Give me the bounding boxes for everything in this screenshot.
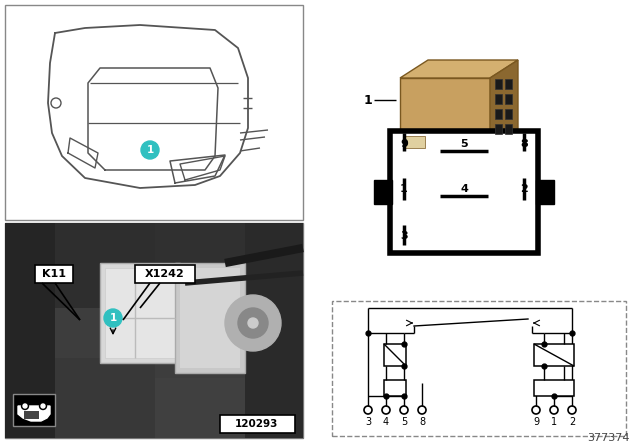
Bar xyxy=(505,94,512,104)
Bar xyxy=(245,223,303,438)
Text: 120293: 120293 xyxy=(236,419,278,429)
Bar xyxy=(155,223,245,278)
Text: 4: 4 xyxy=(383,417,389,427)
Circle shape xyxy=(23,404,27,408)
Text: 3: 3 xyxy=(400,231,408,241)
Circle shape xyxy=(238,308,268,338)
Bar xyxy=(405,136,425,148)
Text: 5: 5 xyxy=(460,139,468,149)
Circle shape xyxy=(248,318,258,328)
Bar xyxy=(175,263,245,373)
Bar xyxy=(220,415,295,433)
Polygon shape xyxy=(18,406,50,421)
Text: 2: 2 xyxy=(569,417,575,427)
Circle shape xyxy=(41,404,45,408)
Bar xyxy=(100,263,180,363)
Bar xyxy=(495,109,502,119)
Bar xyxy=(5,5,303,220)
Bar xyxy=(155,378,245,438)
Bar xyxy=(5,223,55,438)
Text: 9: 9 xyxy=(400,139,408,149)
Polygon shape xyxy=(490,60,518,153)
Bar xyxy=(495,124,502,134)
Bar xyxy=(505,124,512,134)
Bar xyxy=(495,79,502,89)
Text: 1: 1 xyxy=(400,184,408,194)
Bar xyxy=(374,180,392,204)
Bar xyxy=(55,223,155,308)
Bar xyxy=(495,94,502,104)
Bar xyxy=(505,109,512,119)
Bar xyxy=(180,268,240,368)
Bar xyxy=(55,358,155,438)
Polygon shape xyxy=(400,60,518,78)
Bar xyxy=(24,411,39,419)
Text: 1: 1 xyxy=(109,313,116,323)
Circle shape xyxy=(141,141,159,159)
Bar xyxy=(536,180,554,204)
Polygon shape xyxy=(400,78,490,153)
Text: 1: 1 xyxy=(364,94,372,107)
Bar xyxy=(35,265,73,283)
Circle shape xyxy=(104,309,122,327)
Bar xyxy=(534,380,574,396)
Circle shape xyxy=(40,402,47,409)
Bar xyxy=(534,344,574,366)
Bar xyxy=(135,265,195,283)
Bar xyxy=(505,79,512,89)
Bar xyxy=(105,268,175,358)
Text: 5: 5 xyxy=(401,417,407,427)
Text: 1: 1 xyxy=(551,417,557,427)
Bar xyxy=(5,223,303,438)
Text: 8: 8 xyxy=(419,417,425,427)
Text: 2: 2 xyxy=(520,184,528,194)
Text: K11: K11 xyxy=(42,269,66,279)
Text: 4: 4 xyxy=(460,184,468,194)
Text: X1242: X1242 xyxy=(145,269,185,279)
Circle shape xyxy=(22,402,29,409)
Bar xyxy=(384,380,406,396)
Bar xyxy=(332,301,626,436)
Text: 8: 8 xyxy=(520,139,528,149)
Circle shape xyxy=(225,295,281,351)
Bar xyxy=(13,394,55,426)
Bar xyxy=(390,131,538,253)
Text: 3: 3 xyxy=(365,417,371,427)
Text: 377374: 377374 xyxy=(588,433,630,443)
Text: 9: 9 xyxy=(533,417,539,427)
Bar xyxy=(384,344,406,366)
Text: 1: 1 xyxy=(147,145,154,155)
